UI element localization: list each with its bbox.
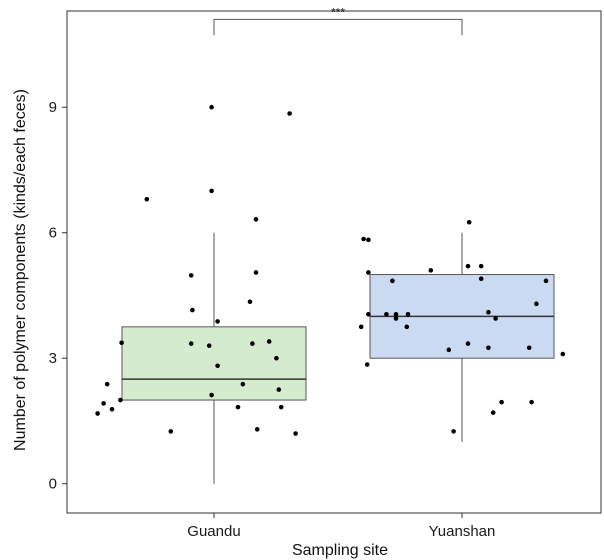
guandu-data-point bbox=[274, 355, 279, 361]
guandu-data-point bbox=[209, 188, 214, 194]
guandu-data-point bbox=[209, 392, 214, 398]
guandu-data-point bbox=[168, 429, 174, 434]
yuanshan-data-point bbox=[493, 316, 498, 321]
guandu-data-point bbox=[190, 307, 195, 313]
x-tick-label: Guandu bbox=[187, 523, 240, 540]
yuanshan-data-point bbox=[405, 311, 411, 317]
yuanshan-data-point bbox=[486, 345, 491, 351]
yuanshan-data-point bbox=[446, 347, 452, 353]
guandu-box bbox=[121, 326, 307, 401]
y-tick-label: 9 bbox=[49, 99, 57, 116]
guandu-data-point bbox=[119, 340, 124, 346]
guandu-data-point bbox=[109, 406, 115, 412]
yuanshan-data-point bbox=[465, 341, 471, 346]
y-tick-label: 0 bbox=[49, 476, 57, 493]
yuanshan-data-point bbox=[393, 311, 399, 317]
yuanshan-data-point bbox=[499, 399, 504, 405]
guandu-data-point bbox=[247, 299, 253, 305]
guandu-data-point bbox=[188, 341, 194, 346]
x-tick-label: Yuanshan bbox=[429, 523, 496, 540]
guandu-data-point bbox=[188, 273, 194, 278]
yuanshan-data-point bbox=[529, 399, 534, 405]
guandu-data-point bbox=[144, 196, 150, 202]
y-axis-title: Number of polymer components (kinds/each… bbox=[12, 89, 29, 451]
yuanshan-data-point bbox=[364, 362, 370, 367]
yuanshan-data-point bbox=[428, 268, 434, 273]
yuanshan-data-point bbox=[366, 270, 371, 275]
y-tick-label: 6 bbox=[49, 225, 57, 242]
guandu-data-point bbox=[278, 404, 284, 410]
yuanshan-data-point bbox=[384, 311, 389, 317]
plot-frame bbox=[66, 10, 602, 514]
significance-bracket bbox=[213, 18, 463, 36]
yuanshan-data-point bbox=[361, 236, 366, 242]
guandu-data-point bbox=[253, 270, 259, 275]
guandu-data-point bbox=[240, 381, 246, 387]
yuanshan-data-point bbox=[534, 301, 539, 307]
guandu-data-point bbox=[95, 411, 100, 416]
y-tick-label: 3 bbox=[49, 350, 57, 367]
guandu-data-point bbox=[206, 343, 212, 348]
yuanshan-data-point bbox=[358, 324, 364, 330]
yuanshan-data-point bbox=[366, 311, 371, 317]
yuanshan-data-point bbox=[526, 345, 532, 351]
yuanshan-data-point bbox=[465, 263, 471, 269]
yuanshan-data-point bbox=[466, 219, 472, 225]
guandu-data-point bbox=[266, 339, 272, 344]
guandu-data-point bbox=[254, 427, 260, 432]
guandu-data-point bbox=[215, 363, 220, 369]
guandu-data-point bbox=[104, 381, 110, 387]
yuanshan-data-point bbox=[478, 276, 484, 282]
yuanshan-data-point bbox=[486, 309, 491, 315]
yuanshan-data-point bbox=[390, 278, 395, 284]
guandu-data-point bbox=[101, 401, 106, 406]
yuanshan-data-point bbox=[404, 324, 410, 330]
yuanshan-data-point bbox=[560, 351, 566, 357]
guandu-data-point bbox=[276, 387, 282, 392]
yuanshan-data-point bbox=[490, 410, 496, 415]
guandu-data-point bbox=[215, 319, 220, 324]
yuanshan-data-point bbox=[543, 278, 549, 284]
guandu-data-point bbox=[287, 111, 292, 116]
guandu-data-point bbox=[118, 397, 123, 403]
guandu-data-point bbox=[250, 341, 255, 346]
guandu-data-point bbox=[235, 404, 241, 410]
guandu-data-point bbox=[293, 431, 298, 436]
plot-area: 0 3 6 9 Guandu Yuanshan *** bbox=[49, 5, 602, 540]
yuanshan-data-point bbox=[366, 237, 371, 243]
yuanshan-data-point bbox=[393, 316, 399, 321]
significance-label: *** bbox=[331, 5, 345, 19]
yuanshan-data-point bbox=[478, 263, 484, 269]
yuanshan-data-point bbox=[451, 429, 456, 434]
x-axis-title: Sampling site bbox=[292, 542, 388, 559]
guandu-data-point bbox=[253, 217, 259, 222]
guandu-data-point bbox=[209, 104, 214, 110]
